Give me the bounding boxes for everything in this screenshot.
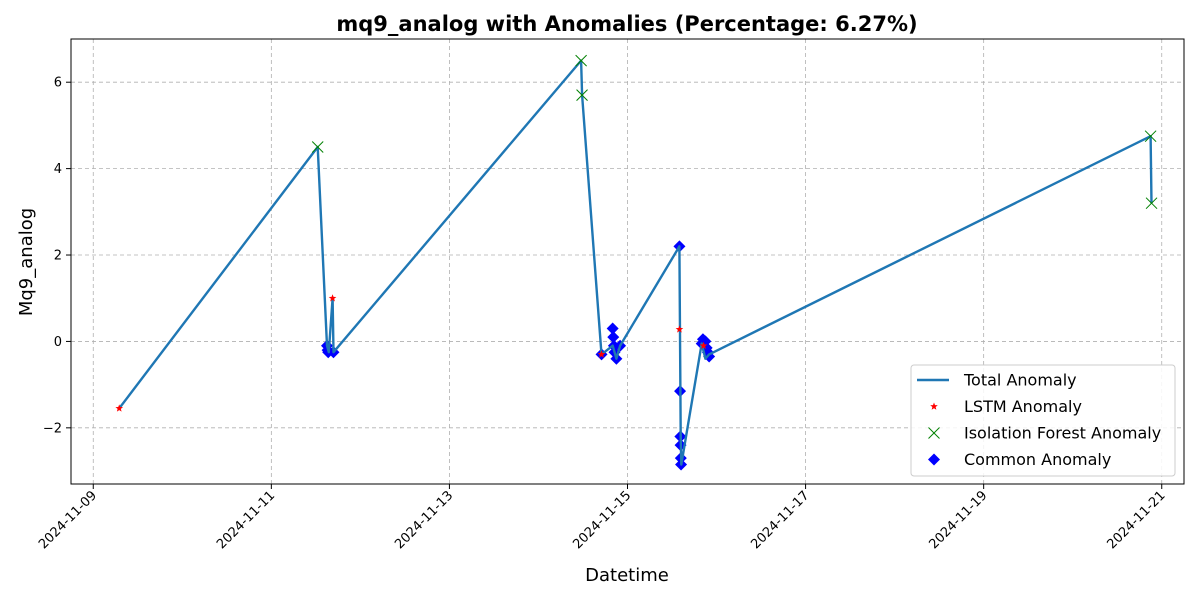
legend-marker-swatch — [930, 402, 938, 410]
x-tick-label: 2024-11-15 — [570, 488, 634, 552]
x-tick-label: 2024-11-09 — [36, 488, 100, 552]
isolation-forest-anomaly-point — [311, 141, 324, 153]
x-tick-label: 2024-11-11 — [214, 488, 278, 552]
lstm-anomaly-point — [115, 404, 124, 412]
legend-marker-swatch — [928, 453, 940, 466]
lstm-anomaly-point — [597, 350, 606, 358]
y-axis-label: Mq9_analog — [16, 208, 37, 316]
x-tick-label: 2024-11-13 — [392, 488, 456, 552]
x-tick-label: 2024-11-21 — [1105, 488, 1169, 552]
y-tick-label: 6 — [54, 76, 62, 91]
y-tick-label: 2 — [54, 249, 62, 264]
chart-title: mq9_analog with Anomalies (Percentage: 6… — [336, 12, 917, 36]
isolation-forest-anomaly-point — [575, 54, 587, 67]
y-tick-label: −2 — [43, 421, 62, 436]
legend-label: Isolation Forest Anomaly — [964, 424, 1161, 443]
lstm-anomaly-point — [328, 294, 337, 302]
lstm-anomaly-point — [675, 325, 684, 333]
common-anomaly-point — [607, 331, 620, 344]
y-tick-label: 4 — [54, 162, 62, 177]
x-axis-label: Datetime — [585, 565, 669, 586]
y-tick-label: 0 — [54, 335, 62, 350]
x-tick-label: 2024-11-17 — [748, 488, 812, 552]
lstm-anomaly-point — [699, 341, 708, 349]
common-anomaly-point — [606, 322, 619, 335]
legend-label: Common Anomaly — [964, 450, 1111, 469]
legend-label: Total Anomaly — [963, 371, 1077, 390]
legend-marker-swatch — [928, 427, 940, 439]
legend-label: LSTM Anomaly — [964, 397, 1082, 416]
isolation-forest-anomaly-point — [1144, 130, 1157, 143]
total-anomaly-line — [118, 59, 1153, 466]
isolation-forest-anomaly-point — [576, 89, 588, 102]
plot-series — [115, 54, 1158, 471]
x-tick-label: 2024-11-19 — [926, 488, 990, 552]
isolation-forest-anomaly-point — [1145, 197, 1158, 210]
legend: Total Anomaly LSTM Anomaly Isolation Fores… — [910, 364, 1176, 477]
axis-ticks: 2024-11-09 2024-11-11 2024-11-13 2024-11-15… — [36, 76, 1169, 553]
legend-box — [910, 364, 1176, 477]
